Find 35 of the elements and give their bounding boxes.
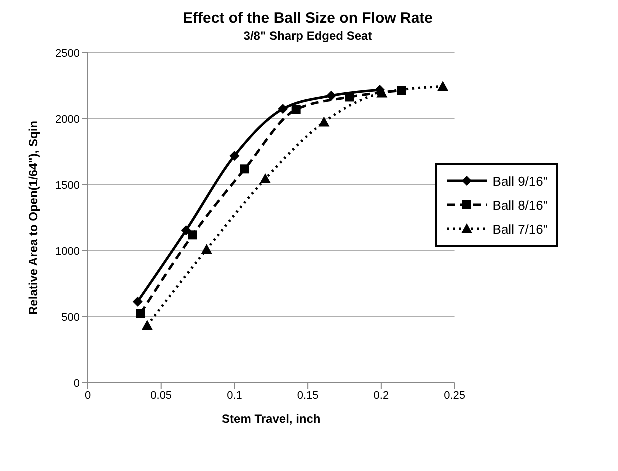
chart-title: Effect of the Ball Size on Flow Rate bbox=[182, 10, 434, 27]
x-tick-label: 0.05 bbox=[150, 390, 172, 402]
point bbox=[278, 104, 288, 114]
chart-subtitle: 3/8" Sharp Edged Seat bbox=[242, 29, 374, 43]
legend-label: Ball 9/16" bbox=[492, 174, 548, 188]
point bbox=[142, 320, 153, 330]
y-tick-label: 500 bbox=[62, 312, 80, 324]
point bbox=[318, 116, 330, 127]
x-tick-label: 0.25 bbox=[444, 390, 466, 402]
point bbox=[292, 105, 301, 114]
legend-label: Ball 8/16" bbox=[492, 198, 548, 212]
point bbox=[230, 150, 240, 161]
y-tick-label: 2500 bbox=[56, 48, 80, 60]
point bbox=[260, 174, 272, 184]
point bbox=[326, 90, 337, 101]
y-tick-label: 1000 bbox=[56, 246, 80, 258]
point bbox=[240, 164, 250, 174]
point bbox=[181, 226, 192, 236]
point bbox=[438, 81, 449, 92]
x-tick-label: 0 bbox=[84, 390, 92, 402]
legend-label: Ball 7/16" bbox=[492, 222, 548, 236]
y-tick-label: 2000 bbox=[56, 114, 80, 126]
x-tick-label: 0.15 bbox=[297, 390, 319, 402]
point bbox=[132, 296, 143, 307]
point bbox=[397, 86, 406, 96]
y-tick-label: 1500 bbox=[56, 180, 80, 192]
x-axis-title: Stem Travel, inch bbox=[222, 412, 321, 426]
x-tick-label: 0.2 bbox=[374, 390, 390, 402]
y-axis-title: Relative Area to Open(1/64"), Sqin bbox=[26, 121, 40, 315]
point bbox=[345, 92, 354, 102]
point bbox=[136, 309, 146, 318]
point bbox=[188, 230, 198, 240]
x-tick-label: 0.1 bbox=[227, 390, 242, 402]
point bbox=[201, 244, 212, 254]
y-tick-label: 0 bbox=[74, 378, 80, 390]
